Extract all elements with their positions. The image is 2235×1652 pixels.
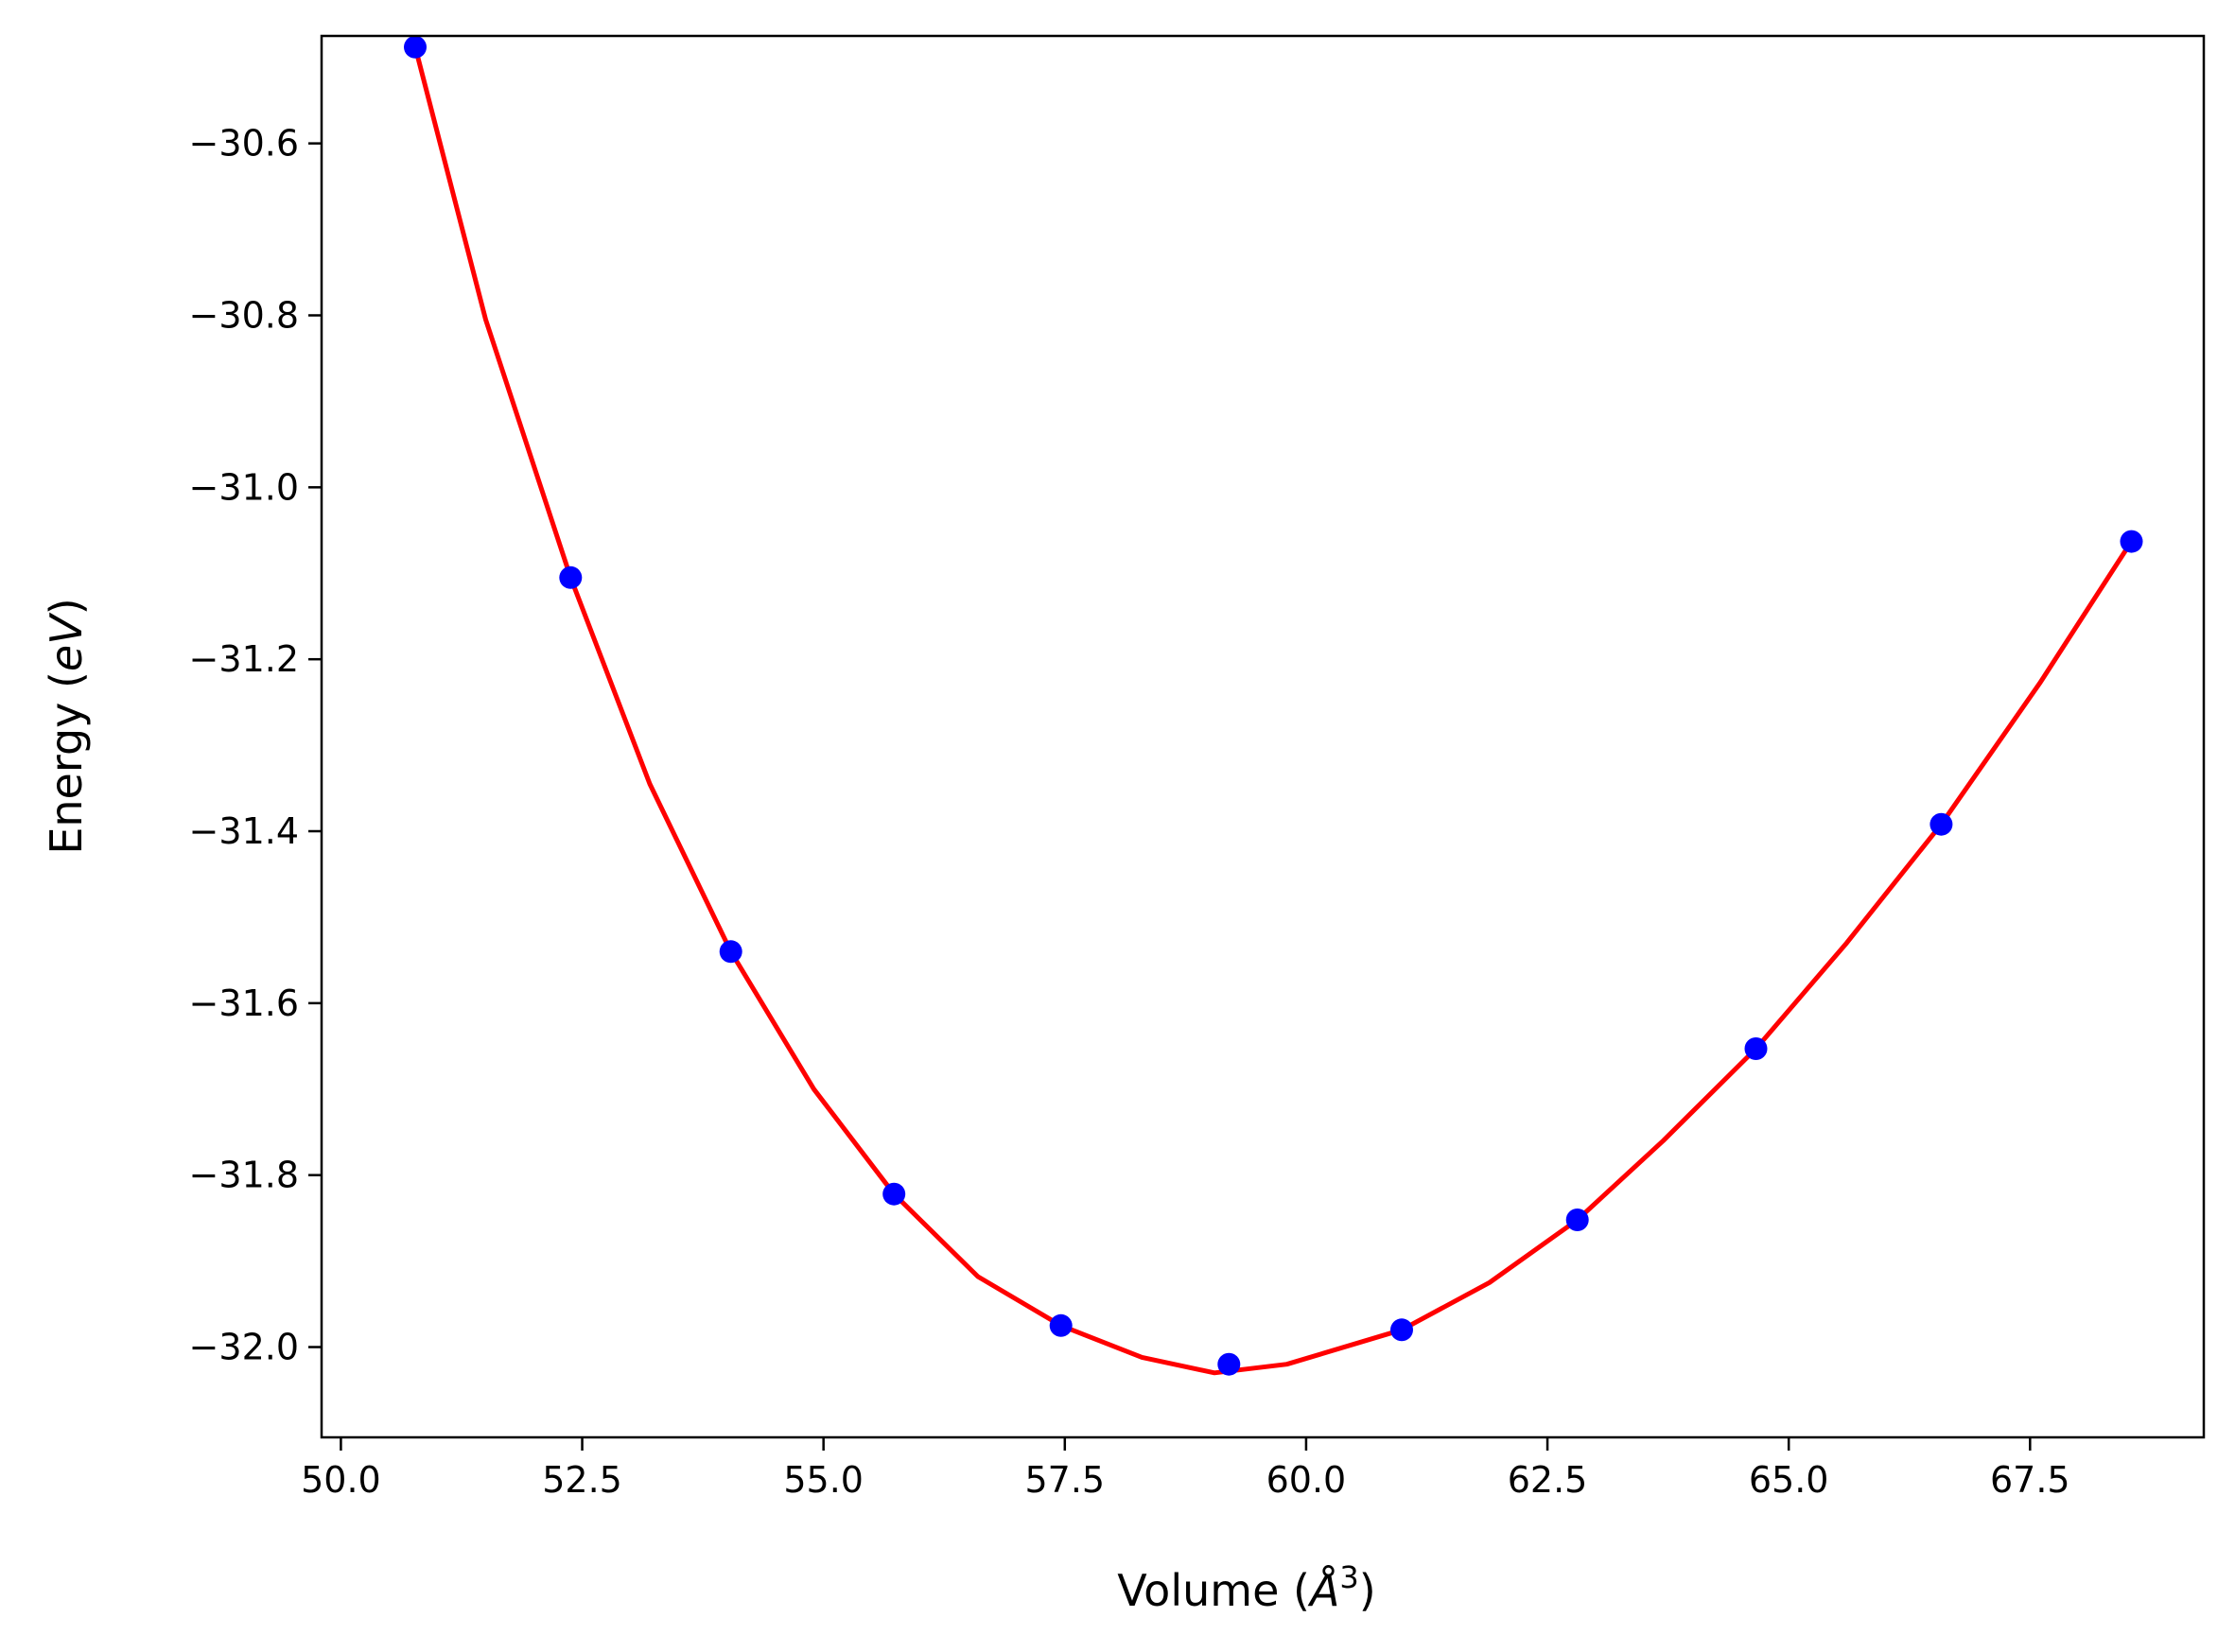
y-axis-label-unit: eV <box>41 612 92 671</box>
data-point-5 <box>1049 1313 1073 1337</box>
y-tick-label-7: −32.0 <box>189 1327 299 1368</box>
y-tick-label-1: −30.8 <box>189 294 299 336</box>
y-axis-label-prefix: Energy ( <box>41 671 92 855</box>
x-tick-label-3: 57.5 <box>1024 1459 1105 1501</box>
y-tick-label-2: −31.0 <box>189 466 299 508</box>
y-axis-label-suffix: ) <box>41 598 92 615</box>
data-point-3 <box>719 940 742 964</box>
x-axis-label-suffix: ) <box>1359 1565 1376 1616</box>
data-point-1 <box>404 35 427 59</box>
data-point-10 <box>1929 812 1953 836</box>
data-point-6 <box>1217 1352 1241 1376</box>
data-point-9 <box>1744 1037 1768 1060</box>
data-point-11 <box>2120 530 2143 553</box>
axes: 50.0 52.5 55.0 57.5 60.0 62.5 65.0 67.5 −30.6 −30… <box>189 34 2206 1501</box>
y-tick-label-5: −31.6 <box>189 983 299 1024</box>
y-axis-label: Energy (eV) <box>41 598 92 854</box>
y-tick-label-6: −31.8 <box>189 1155 299 1196</box>
x-axis-label-unit: Å <box>1307 1565 1339 1616</box>
x-tick-label-2: 55.0 <box>783 1459 864 1501</box>
x-tick-label-0: 50.0 <box>301 1459 381 1501</box>
data-point-2 <box>559 565 583 589</box>
y-tick-label-0: −30.6 <box>189 123 299 165</box>
axes-frame <box>320 34 2206 1439</box>
x-axis-label: Volume (Å3) <box>1117 1559 1375 1616</box>
y-tick-label-3: −31.2 <box>189 638 299 680</box>
x-tick-label-5: 62.5 <box>1508 1459 1588 1501</box>
x-tick-label-7: 67.5 <box>1990 1459 2070 1501</box>
data-point-8 <box>1565 1209 1589 1231</box>
x-tick-label-6: 65.0 <box>1749 1459 1829 1501</box>
x-tick-label-1: 52.5 <box>542 1459 622 1501</box>
data-point-7 <box>1390 1318 1413 1342</box>
plot-area <box>404 35 2143 1376</box>
fit-curve <box>412 46 2134 1376</box>
x-tick-label-4: 60.0 <box>1266 1459 1347 1501</box>
data-point-4 <box>882 1182 906 1206</box>
x-axis-label-prefix: Volume ( <box>1117 1565 1310 1616</box>
x-axis-label-exponent: 3 <box>1339 1559 1358 1595</box>
y-tick-label-4: −31.4 <box>189 810 299 852</box>
